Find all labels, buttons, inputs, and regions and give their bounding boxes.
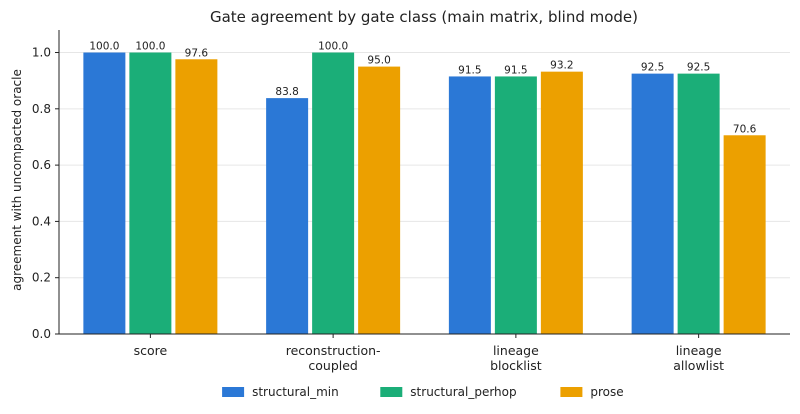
bars	[83, 52, 766, 335]
legend-swatch	[222, 387, 245, 397]
data-label: 95.0	[367, 55, 390, 67]
bar	[358, 66, 401, 334]
data-labels: 100.0 100.0 97.6 83.8 100.0 95.0 91.5 91.5 93.2 9…	[89, 41, 756, 136]
y-tick-label: 0.0	[32, 327, 51, 341]
x-tick-label: reconstruction-	[286, 343, 381, 358]
bar	[83, 52, 126, 334]
y-tick-label: 0.8	[32, 102, 51, 116]
bar	[448, 76, 491, 334]
data-label: 92.5	[641, 62, 664, 74]
x-tick-label: allowlist	[673, 358, 724, 373]
x-ticks: score reconstruction-coupledlineageblockl…	[134, 334, 724, 373]
x-tick-label: blocklist	[490, 358, 542, 373]
data-label: 70.6	[733, 123, 757, 135]
x-tick-label: score	[134, 343, 168, 358]
y-ticks: 0.0 0.2 0.4 0.6 0.8 1.0	[32, 46, 59, 341]
bar	[266, 98, 309, 334]
y-tick-label: 1.0	[32, 46, 51, 60]
bar	[312, 52, 355, 334]
bar	[677, 73, 720, 334]
bar	[540, 71, 583, 335]
legend-label: structural_min	[252, 385, 339, 399]
x-tick-label: lineage	[493, 343, 539, 358]
data-label: 100.0	[135, 41, 165, 53]
legend-label: prose	[590, 385, 623, 399]
y-tick-label: 0.2	[32, 271, 51, 285]
axes	[58, 30, 790, 335]
y-tick-label: 0.6	[32, 158, 51, 172]
legend-swatch	[380, 387, 403, 397]
data-label: 92.5	[687, 62, 710, 74]
legend-swatch	[560, 387, 583, 397]
bar	[723, 135, 766, 334]
x-tick-label: coupled	[308, 358, 357, 373]
data-label: 91.5	[504, 64, 527, 76]
data-label: 100.0	[318, 41, 348, 53]
data-label: 91.5	[458, 64, 481, 76]
data-label: 97.6	[185, 47, 209, 59]
y-axis-label: agreement with uncompacted oracle	[10, 69, 24, 291]
bar	[175, 59, 218, 334]
data-label: 83.8	[275, 86, 298, 98]
bar	[129, 52, 172, 334]
bar	[631, 73, 674, 334]
y-tick-label: 0.4	[32, 214, 51, 228]
legend-label: structural_perhop	[410, 385, 516, 399]
data-label: 93.2	[550, 60, 573, 72]
x-tick-label: lineage	[676, 343, 722, 358]
chart-title: Gate agreement by gate class (main matri…	[210, 8, 638, 26]
legend: structural_min structural_perhop prose	[222, 385, 624, 399]
data-label: 100.0	[89, 41, 119, 53]
bar	[494, 76, 537, 334]
